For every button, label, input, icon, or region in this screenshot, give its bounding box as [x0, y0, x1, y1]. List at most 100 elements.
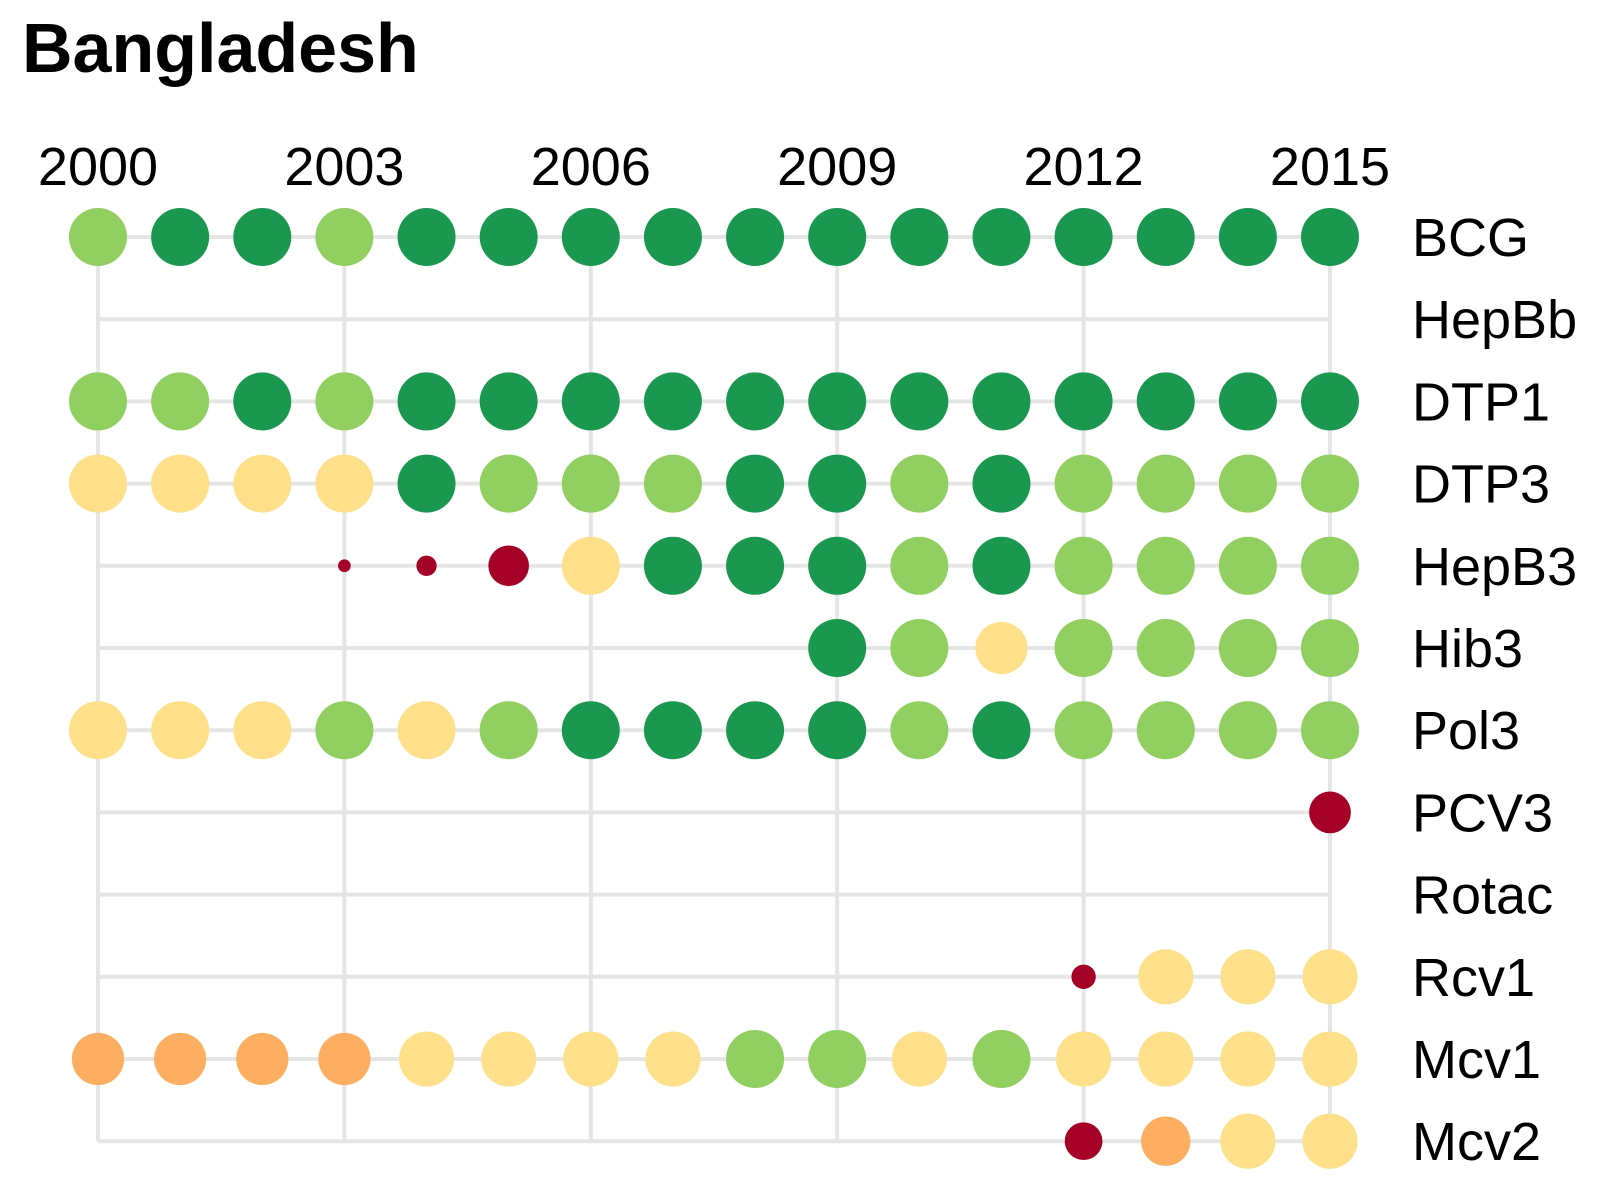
data-point — [1054, 536, 1113, 595]
data-point — [1054, 701, 1113, 760]
data-point — [726, 1030, 785, 1088]
data-point — [479, 701, 538, 760]
data-point — [397, 208, 456, 266]
data-point — [1218, 372, 1277, 431]
data-point — [1136, 454, 1195, 513]
data-point — [561, 372, 620, 431]
row-label: DTP3 — [1412, 455, 1550, 515]
data-point — [1302, 1031, 1358, 1087]
data-point — [1054, 454, 1113, 513]
data-point — [151, 701, 210, 760]
row-label: BCG — [1412, 208, 1529, 268]
data-point — [808, 701, 867, 760]
data-point — [972, 372, 1031, 431]
data-point — [488, 545, 529, 587]
data-point — [726, 701, 785, 760]
data-point — [1309, 791, 1351, 834]
data-point — [890, 619, 949, 677]
data-point — [808, 619, 867, 677]
chart-title: Bangladesh — [22, 9, 419, 87]
data-point — [1138, 1031, 1194, 1087]
data-point — [233, 208, 292, 266]
data-point — [1136, 619, 1195, 677]
data-point — [890, 208, 949, 266]
dot-layer — [69, 208, 1359, 1169]
data-point — [1218, 701, 1277, 760]
data-point — [315, 208, 374, 266]
row-label: Rcv1 — [1412, 948, 1535, 1008]
x-tick-label: 2009 — [777, 137, 897, 197]
row-label: PCV3 — [1412, 783, 1553, 843]
x-tick-label: 2003 — [284, 137, 404, 197]
data-point — [726, 372, 785, 431]
data-point — [1136, 208, 1195, 266]
data-point — [561, 701, 620, 760]
data-point — [643, 454, 702, 513]
row-label: Mcv1 — [1412, 1030, 1541, 1090]
data-point — [1220, 1031, 1276, 1087]
data-point — [1218, 619, 1277, 677]
data-point — [233, 372, 292, 431]
data-point — [151, 454, 210, 513]
data-point — [481, 1031, 537, 1087]
data-point — [1301, 208, 1359, 266]
data-point — [643, 208, 702, 266]
data-point — [1054, 619, 1113, 677]
data-point — [1302, 1113, 1358, 1169]
data-point — [1218, 208, 1277, 266]
data-point — [1138, 949, 1194, 1005]
data-point — [233, 454, 292, 513]
data-point — [71, 1032, 125, 1086]
data-point — [726, 454, 785, 513]
x-tick-label: 2012 — [1024, 137, 1144, 197]
data-point — [479, 454, 538, 513]
data-point — [808, 536, 867, 595]
x-tick-label: 2015 — [1270, 137, 1390, 197]
data-point — [808, 1030, 867, 1088]
data-point — [1136, 372, 1195, 431]
x-tick-label: 2000 — [38, 137, 158, 197]
data-point — [1136, 536, 1195, 595]
data-point — [1301, 536, 1359, 595]
data-point — [643, 701, 702, 760]
data-point — [1301, 701, 1359, 760]
row-label: DTP1 — [1412, 372, 1550, 432]
data-point — [890, 372, 949, 431]
data-point — [315, 701, 374, 760]
data-point — [972, 1030, 1031, 1088]
data-point — [154, 1032, 207, 1086]
grid-layer — [96, 235, 1332, 1144]
data-point — [1301, 372, 1359, 431]
row-label: HepB3 — [1412, 537, 1577, 597]
data-point — [1302, 949, 1358, 1005]
data-point — [397, 701, 456, 760]
data-point — [1301, 619, 1359, 677]
data-point — [338, 559, 351, 573]
row-labels: BCG HepBb DTP1 DTP3 HepB3 Hib3 Pol3 PCV3 Rotac Rc… — [1412, 208, 1577, 1172]
data-point — [398, 1031, 455, 1087]
row-label: Pol3 — [1412, 701, 1520, 761]
data-point — [151, 372, 210, 431]
data-point — [1064, 1122, 1103, 1161]
data-point — [479, 372, 538, 431]
row-label: Rotac — [1412, 866, 1553, 926]
data-point — [726, 536, 785, 595]
data-point — [645, 1031, 701, 1087]
data-point — [69, 372, 127, 431]
data-point — [69, 701, 127, 760]
data-point — [891, 1031, 947, 1087]
data-point — [69, 454, 127, 513]
data-point — [1220, 1113, 1276, 1169]
x-tick-labels: 2000 2003 2006 2009 2012 2015 — [38, 137, 1390, 197]
data-point — [563, 1031, 619, 1087]
data-point — [1056, 1031, 1112, 1087]
row-label: Mcv2 — [1412, 1112, 1541, 1172]
data-point — [1218, 454, 1277, 513]
data-point — [972, 701, 1031, 760]
data-point — [890, 536, 949, 595]
data-point — [233, 701, 292, 760]
data-point — [808, 208, 867, 266]
row-label: HepBb — [1412, 290, 1577, 350]
data-point — [561, 454, 620, 513]
